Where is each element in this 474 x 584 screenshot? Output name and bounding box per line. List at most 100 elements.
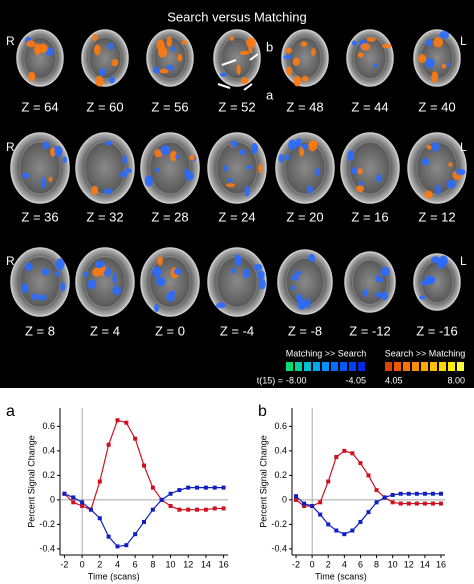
activation-blob — [243, 268, 250, 279]
x-tick-label: 12 — [183, 559, 193, 569]
series-marker — [406, 501, 411, 506]
activation-blob — [439, 30, 449, 39]
colorbar-swatch — [286, 362, 293, 371]
activation-blob — [38, 294, 47, 301]
series-marker — [203, 507, 208, 512]
activation-blob — [55, 258, 65, 271]
arrow — [249, 53, 259, 61]
activation-blob — [246, 37, 256, 48]
series-marker — [438, 491, 443, 496]
brain-slice — [140, 247, 200, 317]
activation-blob — [251, 143, 259, 154]
brain-inner — [19, 256, 61, 308]
x-tick-label: 0 — [80, 559, 85, 569]
activation-blob — [306, 185, 314, 194]
slice-label: Z = 36 — [21, 209, 58, 224]
y-tick-label: 0 — [50, 494, 55, 504]
series-marker — [350, 528, 355, 533]
colorbar-tick: 8.00 — [447, 375, 465, 385]
activation-blob — [91, 185, 99, 195]
side-label-right: R — [6, 254, 15, 268]
x-tick-label: 10 — [166, 559, 176, 569]
activation-blob — [93, 44, 101, 56]
series-marker — [422, 491, 427, 496]
y-tick-label: 0.4 — [42, 445, 55, 455]
activation-blob — [347, 150, 355, 162]
activation-blob — [95, 75, 104, 87]
series-marker — [195, 485, 200, 490]
series-marker — [212, 506, 217, 511]
activation-blob — [152, 266, 162, 278]
y-tick-label: 0.6 — [274, 421, 287, 431]
y-tick-label: 0.2 — [274, 470, 287, 480]
brain-inner — [216, 141, 258, 195]
brain-slice — [207, 247, 267, 317]
y-tick-label: 0.2 — [42, 470, 55, 480]
activation-blob — [295, 137, 302, 147]
activation-blob — [41, 177, 46, 189]
activation-blob — [239, 50, 250, 55]
activation-blob — [431, 71, 439, 84]
activation-blob — [20, 283, 29, 294]
colorbar-swatch — [304, 362, 311, 371]
activation-blob — [223, 165, 229, 172]
activation-blob — [112, 285, 121, 296]
series-marker — [422, 501, 427, 506]
activation-blob — [301, 75, 309, 82]
x-tick-label: 16 — [436, 559, 446, 569]
brain-inner — [84, 141, 126, 195]
slice-label: Z = 48 — [286, 99, 323, 114]
series-marker — [195, 507, 200, 512]
series-marker — [115, 544, 120, 549]
x-tick-label: 2 — [326, 559, 331, 569]
activation-blob — [358, 181, 364, 186]
x-axis-label: Time (scans) — [88, 571, 140, 581]
y-axis-label: Percent Signal Change — [258, 435, 268, 528]
activation-blob — [28, 71, 36, 82]
activation-blob — [286, 66, 293, 76]
brain-inner — [349, 141, 391, 195]
slice-label: Z = 60 — [86, 99, 123, 114]
slice-label: Z = 44 — [351, 99, 388, 114]
panel-label: a — [6, 403, 15, 420]
series-marker — [71, 500, 76, 505]
activation-blob — [290, 274, 300, 281]
activation-blob — [306, 297, 311, 309]
series-marker — [168, 491, 173, 496]
activation-blob — [419, 295, 426, 300]
activation-blob — [307, 140, 318, 152]
activation-blob — [381, 43, 392, 49]
activation-blob — [94, 260, 105, 269]
activation-blob — [38, 43, 48, 53]
brain-inner — [84, 256, 126, 308]
x-tick-label: 4 — [115, 559, 120, 569]
colorbar-swatch — [421, 362, 428, 371]
activation-blob — [48, 176, 53, 182]
slice-label: Z = 4 — [90, 323, 120, 338]
series-marker — [71, 495, 76, 500]
brain-inner — [88, 36, 122, 80]
activation-blob — [301, 143, 309, 150]
y-tick-label: 0.6 — [42, 421, 55, 431]
series-marker — [124, 543, 129, 548]
series-marker — [438, 501, 443, 506]
series-marker — [221, 506, 226, 511]
colorbar-swatch — [322, 362, 329, 371]
x-tick-label: 14 — [201, 559, 211, 569]
activation-blob — [92, 33, 98, 42]
x-tick-label: 6 — [133, 559, 138, 569]
series-marker — [150, 507, 155, 512]
colorbar-swatch — [349, 362, 356, 371]
activation-blob — [375, 277, 384, 283]
activation-blob — [92, 267, 103, 277]
slice-label: Z = -12 — [349, 323, 391, 338]
activation-blob — [175, 154, 181, 160]
activation-blob — [431, 142, 440, 152]
activation-blob — [446, 179, 456, 189]
activation-blob — [122, 155, 128, 165]
series-marker — [133, 532, 138, 537]
activation-blob — [174, 267, 182, 276]
x-tick-label: 8 — [150, 559, 155, 569]
activation-blob — [159, 68, 169, 74]
activation-blob — [229, 36, 234, 42]
